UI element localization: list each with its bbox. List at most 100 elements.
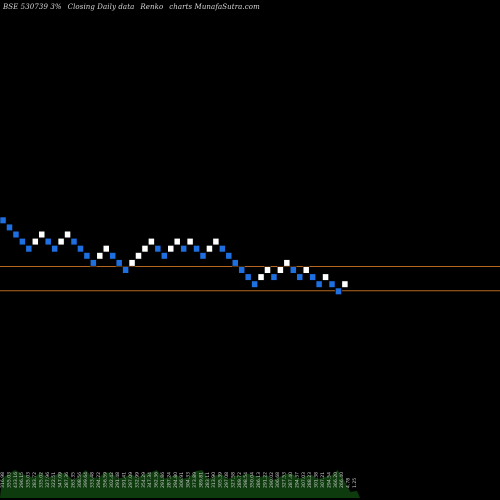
volume-label: 356.59 (102, 472, 108, 488)
renko-brick (289, 266, 297, 274)
renko-brick (199, 252, 207, 260)
renko-brick (77, 245, 84, 253)
renko-brick (19, 238, 26, 246)
volume-label: 302.42 (109, 472, 115, 488)
renko-brick (83, 252, 91, 260)
renko-brick (322, 273, 329, 281)
renko-brick (206, 245, 213, 253)
volume-label: 287.36 (64, 472, 70, 488)
renko-brick (64, 230, 71, 239)
renko-brick (44, 238, 52, 246)
volume-label: 433.16 (13, 472, 19, 488)
volume-label: 316.98 (0, 472, 6, 488)
volume-label: 332.99 (134, 472, 140, 488)
volume-label: 294.54 (326, 472, 332, 488)
renko-brick (70, 238, 78, 246)
volume-label: 286.13 (256, 472, 262, 488)
volume-label: 297.08 (224, 472, 230, 488)
volume-label: 335.02 (38, 472, 44, 488)
volume-label: 327.96 (45, 472, 51, 488)
renko-brick (102, 245, 110, 253)
renko-brick (51, 245, 58, 253)
volume-label: 289.72 (237, 472, 243, 488)
renko-brick (57, 238, 65, 246)
renko-brick (122, 266, 129, 274)
volume-labels: 316.98 355.03 433.16 296.15 335.03 283.72 335.… (0, 472, 358, 488)
renko-brick (277, 266, 284, 274)
volume-label: 350.04 (250, 472, 256, 488)
renko-brick (225, 252, 233, 260)
renko-brick (328, 280, 336, 288)
renko-brick (238, 266, 246, 274)
renko-brick (154, 245, 162, 253)
renko-brick (244, 273, 252, 281)
volume-label: 296.15 (19, 472, 25, 488)
renko-brick (109, 252, 117, 260)
volume-label: 288.23 (307, 472, 313, 488)
volume-label: 291.86 (160, 472, 166, 488)
renko-brick (96, 252, 104, 260)
renko-brick (296, 273, 304, 281)
renko-bricks (0, 216, 349, 295)
volume-label: 354.29 (141, 472, 147, 488)
renko-brick (180, 245, 188, 253)
volume-label: 294.22 (96, 472, 102, 488)
volume-label: 373.89 (192, 472, 198, 488)
volume-label: 307.21 (320, 472, 326, 488)
volume-label: 291.48 (115, 472, 121, 488)
renko-brick (115, 259, 123, 267)
renko-brick (270, 273, 278, 281)
renko-brick (160, 252, 168, 260)
volume-label: 1.25 (352, 478, 358, 488)
chart-header: BSE 530739 3% Closing Daily data Renko char… (3, 3, 266, 11)
header-symbol: BSE 530739 3% (3, 3, 62, 11)
renko-brick (257, 273, 265, 281)
volume-label: 297.09 (128, 472, 134, 488)
volume-label: 362.36 (154, 472, 160, 488)
volume-label: 291.22 (262, 472, 268, 488)
volume-label: 294.37 (294, 472, 300, 488)
renko-brick (309, 273, 317, 281)
renko-brick (141, 245, 149, 253)
volume-label: 298.54 (243, 472, 249, 488)
header-site: charts MunafaSutra.com (169, 3, 260, 11)
volume-area-fill (0, 470, 360, 498)
renko-brick (302, 266, 310, 274)
renko-brick (135, 252, 142, 260)
volume-label: 327.53 (282, 472, 288, 488)
volume-label: 366.20 (333, 472, 339, 488)
volume-label: 347.09 (58, 472, 64, 488)
volume-label: 389.81 (198, 472, 204, 488)
renko-brick (25, 245, 33, 253)
volume-label: 313.90 (211, 472, 217, 488)
volume-label: 322.51 (51, 472, 57, 488)
renko-brick (341, 280, 349, 288)
renko-brick (315, 280, 323, 288)
renko-brick (173, 238, 181, 246)
volume-label: 305.39 (218, 472, 224, 488)
header-chart-kind: Renko (140, 3, 164, 11)
volume-label: 283.72 (32, 472, 38, 488)
renko-brick (38, 230, 46, 239)
volume-label: 327.58 (230, 472, 236, 488)
renko-brick (212, 238, 220, 246)
volume-label: 355.03 (6, 472, 12, 488)
volume-label: 263.35 (70, 472, 76, 488)
renko-brick (219, 245, 226, 253)
renko-brick (251, 280, 258, 288)
renko-brick (31, 238, 39, 246)
renko-brick (148, 238, 155, 246)
volume-label: 306.91 (179, 472, 185, 488)
volume-label: 294.80 (173, 472, 179, 488)
volume-label: 333.48 (90, 472, 96, 488)
renko-brick (231, 259, 239, 267)
renko-brick (0, 216, 7, 224)
renko-brick (90, 259, 97, 267)
volume-label: 304.33 (186, 472, 192, 488)
renko-brick (128, 259, 136, 267)
renko-brick (193, 245, 200, 253)
volume-label: 287.40 (288, 472, 294, 488)
volume-label: 347.34 (147, 472, 153, 488)
volume-label: 335.03 (26, 472, 32, 488)
